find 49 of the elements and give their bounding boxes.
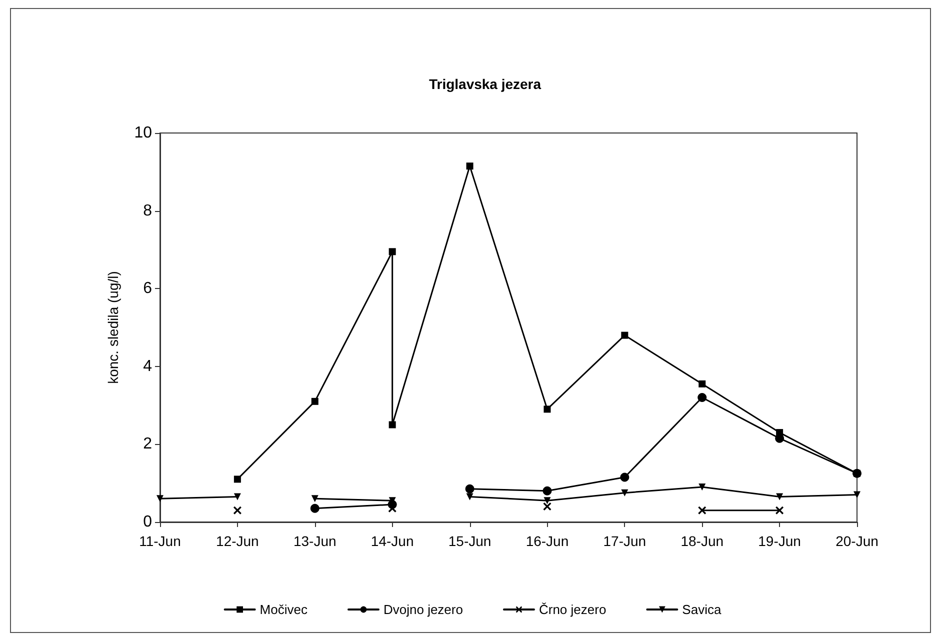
point (466, 162, 474, 170)
point (234, 476, 241, 483)
point (776, 493, 784, 500)
point (542, 486, 552, 496)
x-tick-label: 14-Jun (370, 533, 414, 549)
x-tick-label: 19-Jun (758, 533, 801, 549)
point (544, 497, 551, 504)
y-axis-title: konc. sledila (ug/l) (105, 271, 121, 384)
point (621, 489, 628, 496)
point (698, 506, 706, 514)
legend-label: Močivec (260, 602, 308, 617)
x-tick-label: 18-Jun (680, 533, 724, 549)
point (311, 398, 318, 405)
chart-title: Triglavska jezera (428, 76, 542, 92)
point (388, 248, 396, 256)
point (233, 506, 242, 514)
y-tick-label: 10 (134, 124, 152, 142)
y-tick-label: 4 (143, 358, 152, 375)
x-tick-label: 20-Jun (836, 533, 878, 549)
y-tick-label: 0 (143, 514, 152, 530)
point (544, 406, 551, 413)
point (466, 493, 474, 500)
point (698, 393, 707, 402)
point (620, 472, 630, 482)
x-tick-label: 16-Jun (526, 533, 569, 549)
legend-label: Dvojno jezero (383, 602, 463, 617)
point (234, 493, 241, 500)
x-tick-label: 13-Jun (293, 533, 336, 549)
x-tick-label: 12-Jun (216, 533, 259, 549)
point (776, 506, 784, 514)
point (854, 491, 860, 498)
point (388, 500, 397, 509)
x-tick-label: 15-Jun (448, 533, 492, 549)
point (465, 484, 474, 494)
point (543, 502, 552, 510)
y-tick-label: 2 (143, 436, 152, 453)
x-tick-label: 17-Jun (603, 533, 646, 549)
legend-label: Savica (682, 602, 722, 617)
point (698, 483, 706, 490)
point (698, 380, 706, 388)
legend-label: Črno jezero (538, 602, 606, 617)
point (388, 421, 396, 428)
point (311, 495, 318, 502)
x-tick-label: 11-Jun (139, 533, 181, 549)
point (310, 504, 320, 513)
point (621, 332, 628, 339)
y-tick-label: 8 (143, 202, 152, 220)
y-tick-label: 6 (143, 280, 152, 298)
point (156, 495, 164, 502)
